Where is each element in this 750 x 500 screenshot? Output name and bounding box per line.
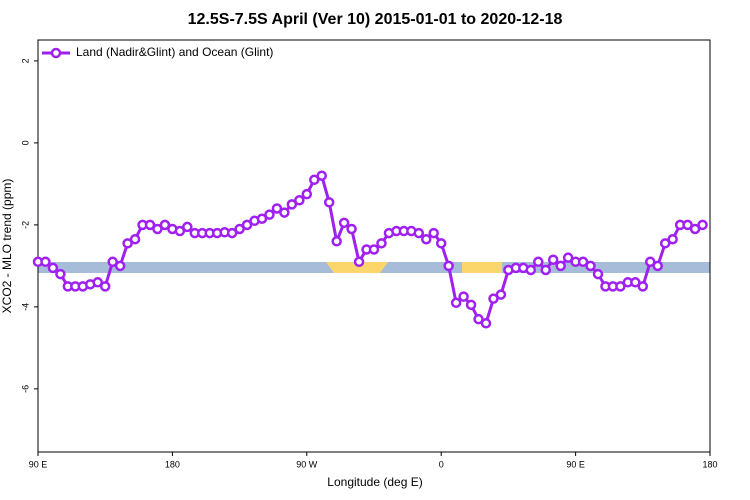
data-point — [697, 219, 708, 231]
data-point — [480, 318, 492, 329]
data-point — [241, 219, 253, 231]
land-band — [462, 262, 502, 273]
data-point — [555, 260, 566, 272]
y-tick-label: 2 — [20, 58, 30, 63]
data-point — [99, 281, 111, 292]
land-band — [326, 262, 388, 273]
data-point — [421, 233, 432, 245]
data-point — [376, 238, 387, 249]
data-point — [279, 207, 290, 218]
data-point — [92, 277, 103, 288]
data-point — [682, 219, 693, 231]
data-point — [577, 256, 589, 268]
x-tick-label: 180 — [702, 459, 717, 469]
data-point — [226, 227, 238, 239]
y-tick-label: 0 — [20, 140, 30, 145]
data-point — [689, 223, 701, 235]
data-point — [256, 213, 268, 224]
data-point — [129, 233, 141, 245]
legend: Land (Nadir&Glint) and Ocean (Glint) — [42, 45, 273, 59]
data-point — [652, 260, 663, 272]
data-point — [353, 256, 365, 268]
data-point — [55, 268, 66, 280]
data-point — [547, 254, 559, 265]
data-point — [659, 238, 671, 249]
data-point — [465, 299, 477, 311]
plot-frame — [37, 39, 711, 453]
data-point — [316, 170, 327, 181]
data-point — [309, 174, 320, 186]
data-point — [592, 268, 604, 280]
data-point — [331, 236, 342, 247]
data-point — [495, 289, 507, 300]
x-axis-label: Longitude (deg E) — [327, 475, 422, 489]
data-point — [234, 223, 245, 235]
data-point — [473, 313, 484, 325]
data-point — [182, 221, 193, 233]
legend-label: Land (Nadir&Glint) and Ocean (Glint) — [76, 45, 273, 59]
data-point — [114, 260, 126, 272]
data-point — [667, 233, 678, 245]
legend-marker — [50, 47, 62, 59]
data-point — [615, 281, 626, 292]
data-point — [47, 262, 59, 274]
data-point — [368, 244, 380, 255]
data-point — [413, 227, 425, 239]
data-point — [338, 217, 350, 229]
data-point — [107, 256, 118, 268]
x-tick-label: 90 E — [566, 459, 585, 469]
chart-title: 12.5S-7.5S April (Ver 10) 2015-01-01 to … — [188, 11, 563, 28]
data-point — [645, 256, 656, 268]
data-point — [458, 291, 469, 302]
data-point — [323, 197, 335, 208]
x-tick-label: 0 — [439, 459, 444, 469]
data-point — [630, 277, 641, 288]
data-point — [525, 264, 537, 276]
data-point — [346, 223, 357, 235]
data-point — [443, 260, 454, 272]
data-point — [533, 256, 544, 268]
data-point — [562, 252, 574, 263]
data-point — [428, 227, 439, 239]
data-point — [152, 223, 163, 235]
y-axis-label: XCO2 - MLO trend (ppm) — [0, 179, 14, 314]
data-point — [144, 219, 156, 231]
y-tick-label: -2 — [20, 221, 30, 229]
data-point — [40, 256, 51, 268]
data-point — [435, 238, 447, 249]
data-point — [540, 264, 551, 276]
x-tick-label: 180 — [165, 459, 180, 469]
data-point — [488, 293, 499, 304]
y-tick-label: -6 — [20, 385, 30, 393]
data-point — [286, 199, 298, 210]
data-point — [174, 225, 186, 237]
data-point — [294, 195, 305, 206]
data-point — [122, 238, 133, 249]
data-point — [637, 281, 649, 292]
x-tick-label: 90 W — [296, 459, 318, 469]
data-point — [264, 209, 275, 220]
data-point — [450, 297, 462, 309]
y-tick-label: -4 — [20, 303, 30, 311]
x-tick-label: 90 E — [29, 459, 48, 469]
data-point — [585, 260, 596, 272]
data-point — [159, 219, 171, 231]
data-point — [301, 188, 313, 200]
data-point — [271, 203, 283, 214]
